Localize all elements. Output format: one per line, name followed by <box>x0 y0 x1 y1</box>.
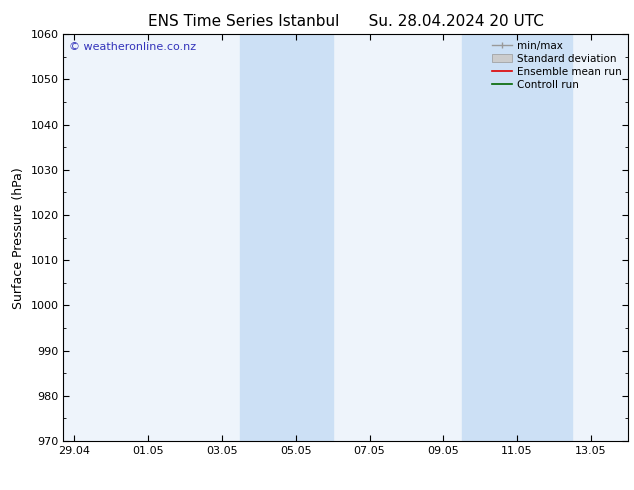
Bar <box>240 34 333 441</box>
Bar <box>462 34 573 441</box>
Text: © weatheronline.co.nz: © weatheronline.co.nz <box>69 43 196 52</box>
Legend: min/max, Standard deviation, Ensemble mean run, Controll run: min/max, Standard deviation, Ensemble me… <box>488 36 626 94</box>
Y-axis label: Surface Pressure (hPa): Surface Pressure (hPa) <box>12 167 25 309</box>
Title: ENS Time Series Istanbul      Su. 28.04.2024 20 UTC: ENS Time Series Istanbul Su. 28.04.2024 … <box>148 14 543 29</box>
